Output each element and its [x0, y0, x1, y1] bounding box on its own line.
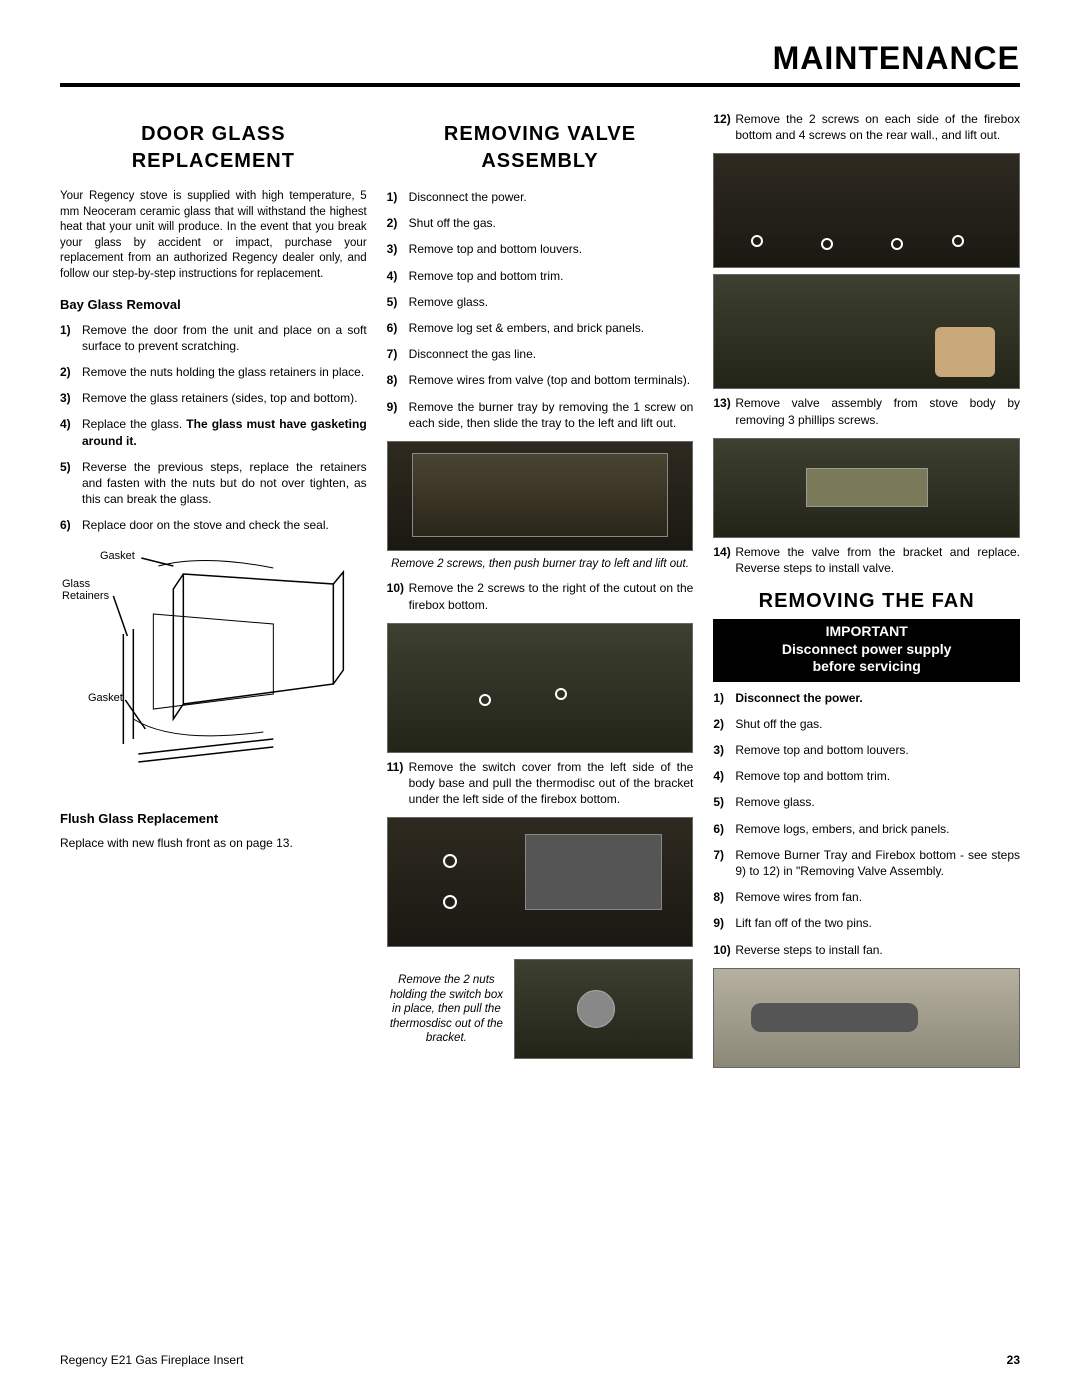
step-item: 1)Disconnect the power. [713, 690, 1020, 706]
step-text: Remove the nuts holding the glass retain… [82, 364, 367, 380]
page-header: MAINTENANCE [60, 40, 1020, 77]
valve-step-13: 13)Remove valve assembly from stove body… [713, 395, 1020, 427]
step-text: Remove wires from fan. [735, 889, 1020, 905]
caption-burner-tray: Remove 2 screws, then push burner tray t… [387, 557, 694, 573]
photo-thermodisc [514, 959, 693, 1059]
step-item: 8)Remove wires from fan. [713, 889, 1020, 905]
step-10-text: Remove the 2 screws to the right of the … [409, 580, 694, 612]
flush-glass-text: Replace with new flush front as on page … [60, 835, 367, 851]
step-text: Remove top and bottom trim. [409, 268, 694, 284]
switch-caption-row: Remove the 2 nuts holding the switch box… [387, 953, 694, 1065]
footer-product: Regency E21 Gas Fireplace Insert [60, 1353, 243, 1367]
step-text: Remove Burner Tray and Firebox bottom - … [735, 847, 1020, 879]
step-text: Disconnect the gas line. [409, 346, 694, 362]
column-1: DOOR GLASS REPLACEMENT Your Regency stov… [60, 111, 367, 1074]
step-item: 4)Remove top and bottom trim. [387, 268, 694, 284]
bay-glass-steps: 1)Remove the door from the unit and plac… [60, 322, 367, 534]
step-text: Remove logs, embers, and brick panels. [735, 821, 1020, 837]
step-item: 3)Remove the glass retainers (sides, top… [60, 390, 367, 406]
valve-step-10: 10)Remove the 2 screws to the right of t… [387, 580, 694, 612]
step-text: Remove glass. [735, 794, 1020, 810]
warning-box: IMPORTANT Disconnect power supply before… [713, 619, 1020, 682]
warning-line-1: IMPORTANT [715, 623, 1018, 641]
step-text: Disconnect the power. [735, 690, 1020, 706]
step-text: Remove log set & embers, and brick panel… [409, 320, 694, 336]
step-text: Remove the burner tray by removing the 1… [409, 399, 694, 431]
section-title-fan: REMOVING THE FAN [713, 588, 1020, 615]
step-12-text: Remove the 2 screws on each side of the … [735, 111, 1020, 143]
valve-step-14: 14)Remove the valve from the bracket and… [713, 544, 1020, 576]
photo-valve-assembly [713, 438, 1020, 538]
door-glass-diagram: Gasket Glass Retainers Gasket [60, 544, 367, 794]
photo-fan [713, 968, 1020, 1068]
diagram-label-retainers: Glass Retainers [62, 578, 109, 602]
step-text: Reverse steps to install fan. [735, 942, 1020, 958]
step-item: 7)Remove Burner Tray and Firebox bottom … [713, 847, 1020, 879]
step-item: 6)Remove log set & embers, and brick pan… [387, 320, 694, 336]
step-item: 2)Shut off the gas. [387, 215, 694, 231]
step-text: Remove top and bottom trim. [735, 768, 1020, 784]
valve-step-11: 11)Remove the switch cover from the left… [387, 759, 694, 808]
header-rule [60, 83, 1020, 87]
step-item: 3)Remove top and bottom louvers. [713, 742, 1020, 758]
step-text: Remove the door from the unit and place … [82, 322, 367, 354]
page-footer: Regency E21 Gas Fireplace Insert 23 [60, 1353, 1020, 1367]
step-text: Replace door on the stove and check the … [82, 517, 367, 533]
column-2: REMOVING VALVE ASSEMBLY 1)Disconnect the… [387, 111, 694, 1074]
photo-liftout [713, 274, 1020, 389]
column-3: 12)Remove the 2 screws on each side of t… [713, 111, 1020, 1074]
step-11-text: Remove the switch cover from the left si… [409, 759, 694, 808]
step-13-text: Remove valve assembly from stove body by… [735, 395, 1020, 427]
valve-step-12: 12)Remove the 2 screws on each side of t… [713, 111, 1020, 143]
step-item: 3)Remove top and bottom louvers. [387, 241, 694, 257]
step-item: 1)Disconnect the power. [387, 189, 694, 205]
step-text: Remove wires from valve (top and bottom … [409, 372, 694, 388]
fan-steps: 1)Disconnect the power. 2)Shut off the ga… [713, 690, 1020, 958]
step-text: Shut off the gas. [735, 716, 1020, 732]
subheading-bay-glass: Bay Glass Removal [60, 296, 367, 314]
step-text: Remove the glass retainers (sides, top a… [82, 390, 367, 406]
photo-switch-cover [387, 817, 694, 947]
intro-text: Your Regency stove is supplied with high… [60, 189, 367, 282]
step-text: Remove top and bottom louvers. [735, 742, 1020, 758]
step-item: 5)Reverse the previous steps, replace th… [60, 459, 367, 508]
step-item: 7)Disconnect the gas line. [387, 346, 694, 362]
step-text: Lift fan off of the two pins. [735, 915, 1020, 931]
footer-page-number: 23 [1007, 1353, 1020, 1367]
step-text: Replace the glass. The glass must have g… [82, 416, 367, 448]
step-item: 2)Shut off the gas. [713, 716, 1020, 732]
step-text: Remove glass. [409, 294, 694, 310]
warning-line-3: before servicing [715, 658, 1018, 676]
section-title-door-glass: DOOR GLASS REPLACEMENT [60, 121, 367, 175]
step-14-text: Remove the valve from the bracket and re… [735, 544, 1020, 576]
step-text: Disconnect the power. [409, 189, 694, 205]
photo-firebox-bottom [713, 153, 1020, 268]
step-item: 8)Remove wires from valve (top and botto… [387, 372, 694, 388]
step-item: 10)Reverse steps to install fan. [713, 942, 1020, 958]
step-item: 5)Remove glass. [387, 294, 694, 310]
subheading-flush-glass: Flush Glass Replacement [60, 810, 367, 828]
step-item: 1)Remove the door from the unit and plac… [60, 322, 367, 354]
caption-switch-box: Remove the 2 nuts holding the switch box… [387, 973, 506, 1045]
step-item: 4)Remove top and bottom trim. [713, 768, 1020, 784]
valve-steps-1-9: 1)Disconnect the power. 2)Shut off the ga… [387, 189, 694, 431]
step-text: Remove top and bottom louvers. [409, 241, 694, 257]
step-text: Reverse the previous steps, replace the … [82, 459, 367, 508]
content-columns: DOOR GLASS REPLACEMENT Your Regency stov… [60, 111, 1020, 1074]
section-title-valve: REMOVING VALVE ASSEMBLY [387, 121, 694, 175]
step-item: 4)Replace the glass. The glass must have… [60, 416, 367, 448]
step-item: 9)Remove the burner tray by removing the… [387, 399, 694, 431]
step-item: 9)Lift fan off of the two pins. [713, 915, 1020, 931]
step-item: 6)Remove logs, embers, and brick panels. [713, 821, 1020, 837]
step-item: 5)Remove glass. [713, 794, 1020, 810]
step-item: 2)Remove the nuts holding the glass reta… [60, 364, 367, 380]
photo-burner-tray [387, 441, 694, 551]
step-text: Shut off the gas. [409, 215, 694, 231]
warning-line-2: Disconnect power supply [715, 641, 1018, 659]
diagram-label-gasket-bottom: Gasket [88, 692, 123, 704]
diagram-label-gasket: Gasket [100, 550, 135, 562]
photo-firebox-screws [387, 623, 694, 753]
step-item: 6)Replace door on the stove and check th… [60, 517, 367, 533]
page-title: MAINTENANCE [60, 40, 1020, 77]
